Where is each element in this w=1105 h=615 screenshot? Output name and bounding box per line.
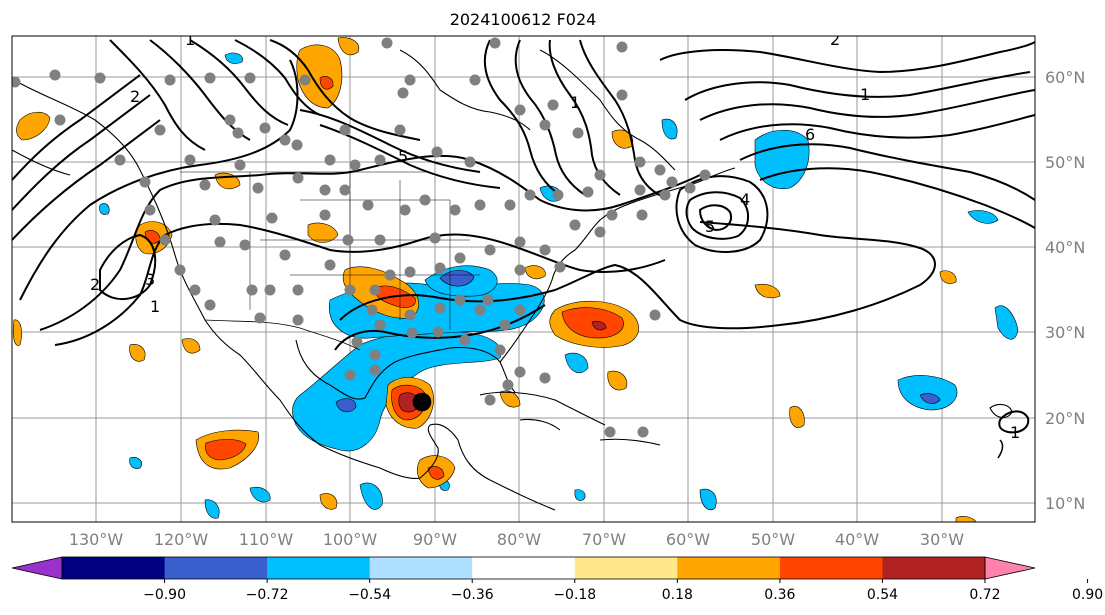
colorbar-segment (267, 557, 371, 579)
lon-label: 30°W (920, 530, 964, 549)
positive-anomaly-shading (12, 37, 977, 522)
colorbar-segments (11, 556, 1036, 580)
contour-label: 3 (145, 270, 155, 289)
lon-label: 40°W (835, 530, 879, 549)
contour-label: 1 (860, 85, 870, 104)
contour-label: 2 (830, 30, 840, 49)
colorbar-ticks: −0.90 −0.72 −0.54 −0.36 −0.18 0.18 0.36 0.54 0.7… (143, 579, 1103, 603)
lon-label: 80°W (497, 530, 541, 549)
colorbar-tick-label: −0.36 (451, 587, 494, 603)
contour-label: 1 (185, 30, 195, 49)
contour-label: 4 (740, 190, 750, 209)
lat-label: 30°N (1045, 323, 1085, 342)
colorbar-segment (369, 557, 473, 579)
colorbar-tick-label: 0.54 (867, 587, 898, 603)
map-title: 2024100612 F024 (450, 10, 597, 29)
colorbar: −0.90 −0.72 −0.54 −0.36 −0.18 0.18 0.36 0.54 0.7… (11, 556, 1103, 603)
colorbar-tick-label: −0.18 (553, 587, 596, 603)
lat-label: 60°N (1045, 68, 1085, 87)
colorbar-segment (882, 557, 986, 579)
lon-label: 120°W (154, 530, 209, 549)
colorbar-extend-high (984, 556, 1036, 580)
latitude-labels: 60°N 50°N 40°N 30°N 20°N 10°N (1045, 68, 1085, 513)
contour-label: 2 (90, 275, 100, 294)
colorbar-frame (61, 556, 986, 580)
longitude-labels: 130°W 120°W 110°W 100°W 90°W 80°W 70°W 6… (69, 530, 964, 549)
colorbar-tick-label: 0.36 (764, 587, 795, 603)
lat-label: 20°N (1045, 409, 1085, 428)
contour-label: 1 (570, 93, 580, 112)
contour-label: 5 (705, 217, 715, 236)
colorbar-tick-label: −0.90 (143, 587, 186, 603)
colorbar-segment (677, 557, 781, 579)
contour-label: 5 (398, 147, 408, 166)
lon-label: 90°W (413, 530, 457, 549)
colorbar-segment (779, 557, 883, 579)
colorbar-tick-label: −0.72 (246, 587, 289, 603)
map-frame (11, 35, 1036, 523)
lat-label: 10°N (1045, 494, 1085, 513)
station-markers (12, 37, 711, 438)
lon-label: 60°W (666, 530, 710, 549)
lon-label: 50°W (751, 530, 795, 549)
lon-label: 130°W (69, 530, 124, 549)
lat-label: 40°N (1045, 238, 1085, 257)
colorbar-tick-label: 0.90 (1072, 587, 1103, 603)
contour-label: 6 (805, 125, 815, 144)
colorbar-segment (574, 557, 678, 579)
lon-label: 70°W (582, 530, 626, 549)
contour-label: 1 (150, 297, 160, 316)
hurricane-center-marker (413, 393, 431, 411)
colorbar-segment (62, 557, 166, 579)
contour-labels: 1 2 3 4 5 6 1 2 5 1 1 1 2 (90, 30, 1020, 442)
colorbar-extend-low (11, 556, 63, 580)
lon-label: 100°W (323, 530, 378, 549)
colorbar-tick-label: 0.72 (969, 587, 1000, 603)
lat-label: 50°N (1045, 153, 1085, 172)
map-plot-area: 1 2 3 4 5 6 1 2 5 1 1 1 2 (12, 30, 1035, 522)
colorbar-tick-label: −0.54 (348, 587, 391, 603)
lon-label: 110°W (239, 530, 294, 549)
contour-label: 1 (1010, 423, 1020, 442)
colorbar-segment (164, 557, 268, 579)
contour-label: 2 (130, 87, 140, 106)
colorbar-tick-label: 0.18 (662, 587, 693, 603)
colorbar-segment (472, 557, 576, 579)
